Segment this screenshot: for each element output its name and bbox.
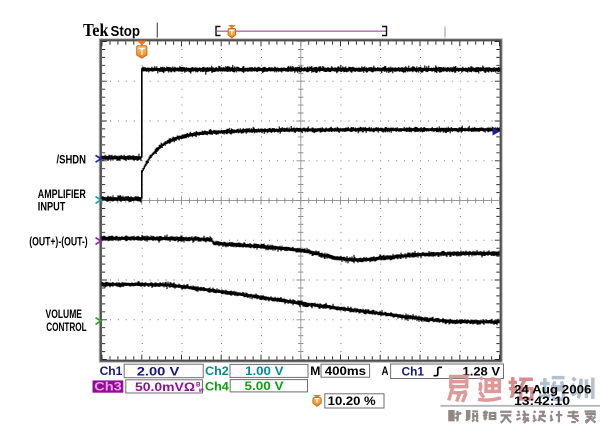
svg-text:10.20 %: 10.20 %: [328, 394, 376, 408]
svg-text:AMPLIFIER: AMPLIFIER: [38, 189, 87, 201]
svg-text:B: B: [196, 382, 201, 389]
svg-text:13:42:10: 13:42:10: [514, 394, 570, 408]
svg-text:Ch2: Ch2: [205, 364, 229, 378]
svg-text:Ch1: Ch1: [100, 364, 123, 378]
svg-text:T: T: [230, 30, 235, 37]
svg-text:1.28 V: 1.28 V: [463, 364, 501, 378]
svg-text:Ch1: Ch1: [402, 364, 425, 378]
svg-text:50.0mVΩ: 50.0mVΩ: [135, 380, 195, 394]
svg-text:M: M: [310, 364, 320, 378]
svg-text:CONTROL: CONTROL: [46, 322, 86, 334]
svg-text:Ch3: Ch3: [94, 380, 122, 394]
svg-text:A: A: [382, 364, 389, 378]
svg-text:400ms: 400ms: [325, 364, 366, 378]
svg-text:INPUT: INPUT: [38, 202, 66, 214]
svg-text:Stop: Stop: [111, 24, 141, 40]
svg-text:T: T: [315, 398, 320, 405]
svg-text:1.00 V: 1.00 V: [245, 364, 284, 378]
svg-text:Ch4: Ch4: [205, 380, 229, 394]
svg-text:2.00 V: 2.00 V: [137, 364, 180, 378]
svg-text:(OUT+)-(OUT-): (OUT+)-(OUT-): [29, 236, 88, 248]
svg-text:Tek: Tek: [83, 20, 109, 40]
svg-text:T: T: [139, 47, 145, 58]
svg-text:24 Aug 2006: 24 Aug 2006: [514, 383, 592, 397]
svg-text:w: w: [198, 387, 204, 394]
svg-text:/SHDN: /SHDN: [57, 155, 87, 167]
svg-text:VOLUME: VOLUME: [46, 309, 83, 321]
svg-text:5.00 V: 5.00 V: [245, 379, 285, 393]
